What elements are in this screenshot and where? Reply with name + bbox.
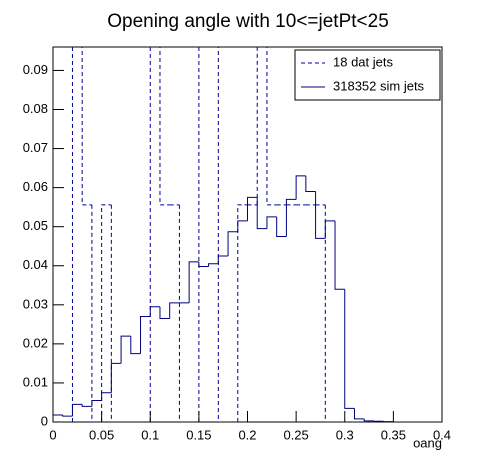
x-tick-label: 0.15 xyxy=(186,427,211,442)
histogram-bin xyxy=(315,191,326,239)
y-tick-label: 0.05 xyxy=(23,218,48,233)
histogram-bin xyxy=(169,302,180,319)
x-tick-label: 0.4 xyxy=(433,427,451,442)
x-tick-label: 0.2 xyxy=(238,427,256,442)
histogram-bin xyxy=(178,204,190,422)
legend-label: 318352 sim jets xyxy=(333,78,425,93)
x-tick-label: 0.1 xyxy=(141,427,159,442)
histogram-bin xyxy=(266,216,277,229)
x-axis-label: oang xyxy=(413,435,442,450)
x-tick-label: 0 xyxy=(49,427,56,442)
histogram-bin xyxy=(101,204,112,422)
histogram-bin xyxy=(276,216,287,237)
histogram-bin xyxy=(130,336,141,355)
legend-label: 18 dat jets xyxy=(333,54,393,69)
histogram-bin xyxy=(208,263,219,267)
histogram-bin xyxy=(324,204,336,422)
x-tick-label: 0.05 xyxy=(89,427,114,442)
histogram-bin xyxy=(53,414,63,422)
histogram-bin xyxy=(256,197,267,230)
histogram-bin xyxy=(217,47,229,422)
x-tick-label: 0.3 xyxy=(336,427,354,442)
histogram-bin xyxy=(237,204,248,422)
histogram-bin xyxy=(344,289,355,409)
histogram-bin xyxy=(188,261,199,303)
histogram-bin xyxy=(227,231,238,256)
histogram-bin xyxy=(149,47,151,422)
y-tick-label: 0.03 xyxy=(23,296,48,311)
histogram-bin xyxy=(120,335,131,364)
y-tick-label: 0.09 xyxy=(23,62,48,77)
histogram-bin xyxy=(237,220,248,232)
x-tick-label: 0.35 xyxy=(381,427,406,442)
y-tick-label: 0.04 xyxy=(23,257,48,272)
chart-title: Opening angle with 10<=jetPt<25 xyxy=(107,11,389,32)
y-tick-label: 0.02 xyxy=(23,335,48,350)
histogram-bin xyxy=(159,306,170,319)
histogram-bin xyxy=(71,47,73,422)
histogram-bin xyxy=(110,362,122,393)
histogram-bin xyxy=(256,47,258,205)
histogram-bin xyxy=(91,204,102,422)
histogram-bin xyxy=(353,408,365,420)
legend-box xyxy=(294,49,441,101)
y-tick-label: 0.01 xyxy=(23,374,48,389)
histogram-bin xyxy=(305,175,316,193)
histogram-bin xyxy=(198,261,209,268)
histogram-bin xyxy=(110,204,122,422)
histogram-bin xyxy=(295,175,306,200)
histogram-bin xyxy=(81,404,92,407)
y-tick-label: 0.07 xyxy=(23,140,48,155)
histogram-bin xyxy=(217,255,229,264)
y-tick-label: 0.06 xyxy=(23,179,48,194)
histogram-bin xyxy=(81,47,92,206)
histogram-bin xyxy=(159,47,170,206)
histogram-bin xyxy=(140,316,151,354)
histogram-bin xyxy=(101,392,112,401)
histogram-bin xyxy=(285,198,297,237)
histogram-bin xyxy=(198,47,200,422)
y-tick-label: 0.08 xyxy=(23,101,48,116)
histogram-bin xyxy=(62,414,73,417)
x-tick-label: 0.25 xyxy=(283,427,308,442)
histogram-bin xyxy=(266,47,277,206)
y-tick-label: 0 xyxy=(41,413,48,428)
histograms xyxy=(53,47,442,422)
histogram-bin xyxy=(324,220,336,239)
histogram-bin xyxy=(363,418,374,422)
histogram-bin xyxy=(334,220,345,290)
histogram-bin xyxy=(149,306,160,317)
histogram-bin xyxy=(91,400,102,407)
histogram-bin xyxy=(247,196,258,221)
histogram-bin xyxy=(71,403,83,417)
